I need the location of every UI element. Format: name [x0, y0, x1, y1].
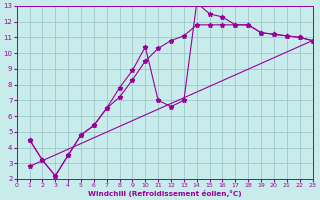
X-axis label: Windchill (Refroidissement éolien,°C): Windchill (Refroidissement éolien,°C) [88, 190, 241, 197]
